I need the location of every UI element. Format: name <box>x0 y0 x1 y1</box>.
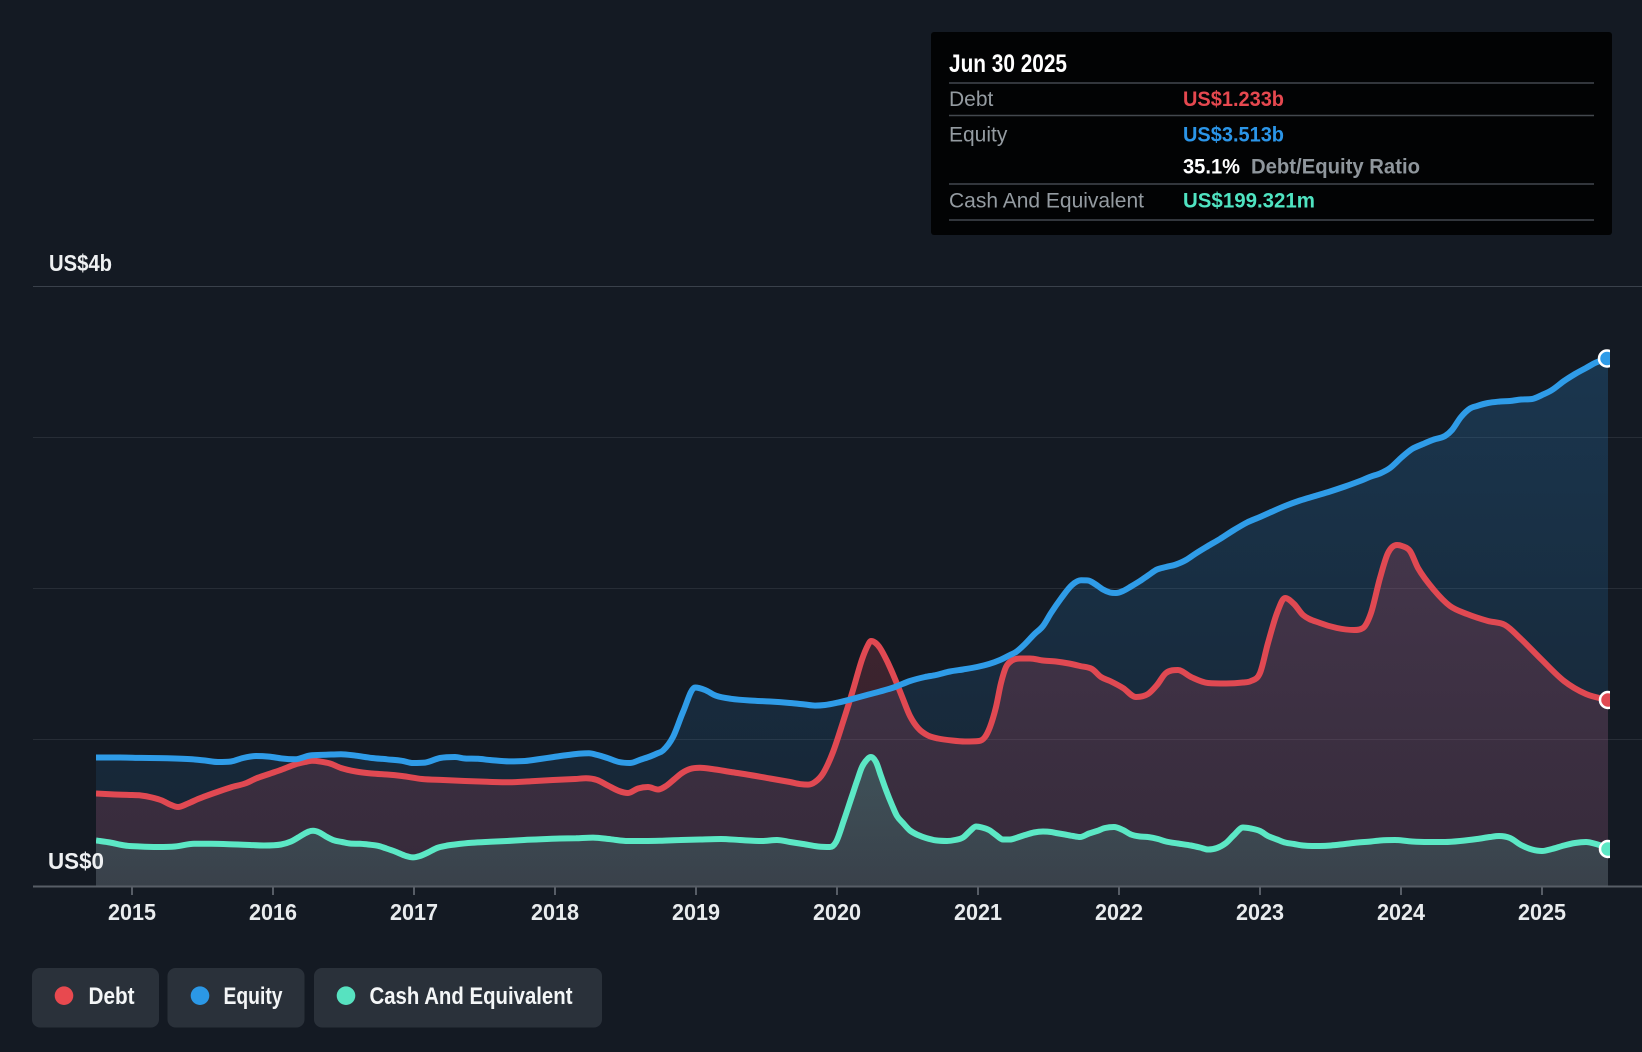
svg-text:2017: 2017 <box>390 899 438 925</box>
svg-text:2016: 2016 <box>249 899 297 925</box>
svg-text:2021: 2021 <box>954 899 1002 925</box>
svg-text:Debt: Debt <box>89 983 135 1010</box>
svg-text:US$0: US$0 <box>48 848 104 874</box>
svg-text:Equity: Equity <box>949 124 1008 147</box>
svg-text:Debt/Equity Ratio: Debt/Equity Ratio <box>1251 156 1420 179</box>
svg-text:Equity: Equity <box>224 983 284 1010</box>
svg-text:2018: 2018 <box>531 899 579 925</box>
svg-text:Cash And Equivalent: Cash And Equivalent <box>370 983 573 1010</box>
svg-text:US$4b: US$4b <box>49 250 112 276</box>
svg-text:Cash And Equivalent: Cash And Equivalent <box>949 190 1144 213</box>
svg-text:US$3.513b: US$3.513b <box>1183 124 1284 147</box>
svg-text:US$1.233b: US$1.233b <box>1183 88 1284 111</box>
svg-text:2022: 2022 <box>1095 899 1143 925</box>
svg-text:2020: 2020 <box>813 899 861 925</box>
svg-text:2015: 2015 <box>108 899 156 925</box>
svg-text:2024: 2024 <box>1377 899 1425 925</box>
svg-text:2023: 2023 <box>1236 899 1284 925</box>
svg-text:35.1%: 35.1% <box>1183 156 1240 179</box>
svg-text:Debt: Debt <box>949 88 994 111</box>
svg-text:2025: 2025 <box>1518 899 1566 925</box>
svg-text:2019: 2019 <box>672 899 720 925</box>
svg-text:US$199.321m: US$199.321m <box>1183 190 1315 213</box>
svg-text:Jun 30 2025: Jun 30 2025 <box>949 50 1067 78</box>
